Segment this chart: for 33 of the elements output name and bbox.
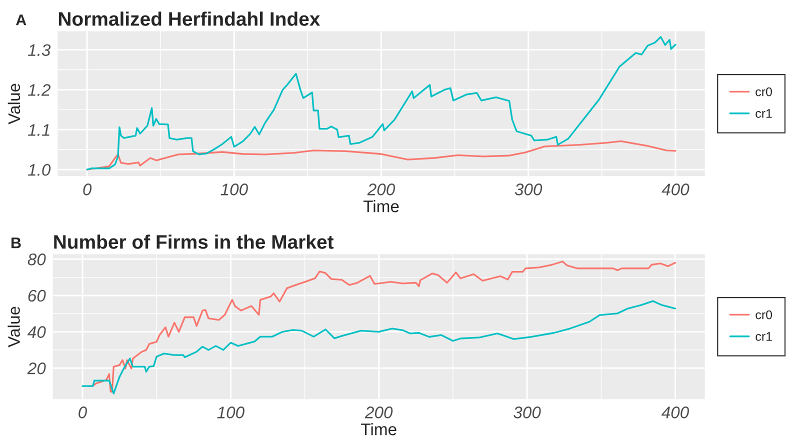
y-axis-title: Value [8, 306, 20, 348]
x-axis-title: Time [363, 200, 399, 212]
chart-title: Number of Firms in the Market [54, 234, 334, 249]
text: B [12, 238, 21, 248]
x-tick-label: 200 [364, 406, 393, 418]
text: A [16, 14, 26, 26]
legend-label: cr0 [756, 310, 772, 320]
y-tick-label: 40 [27, 326, 46, 338]
chart-title: Normalized Herfindahl Index [58, 12, 320, 26]
line-series [82, 300, 676, 394]
y-tick-label: 1.2 [28, 84, 50, 96]
x-tick-label: 0 [78, 406, 87, 418]
legend-label: cr1 [756, 109, 772, 118]
y-tick-label: 60 [28, 290, 46, 302]
y-tick-label: 1.3 [28, 44, 51, 56]
line-series [92, 260, 676, 393]
legend-label: cr1 [756, 332, 772, 341]
x-tick-label: 400 [662, 184, 690, 196]
y-tick-label: 80 [28, 254, 46, 266]
x-tick-label: 300 [514, 184, 542, 196]
x-tick-label: 100 [217, 406, 244, 418]
x-tick-label: 100 [220, 184, 248, 196]
y-axis-title: Value [8, 84, 20, 124]
y-tick-label: 1.0 [28, 164, 51, 176]
line-series [86, 36, 676, 170]
legend-label: cr0 [756, 87, 772, 96]
y-tick-label: 20 [27, 362, 46, 374]
x-tick-label: 300 [514, 406, 541, 418]
y-tick-label: 1.1 [28, 124, 50, 136]
x-tick-label: 200 [367, 184, 396, 196]
x-axis-title: Time [361, 423, 396, 436]
x-tick-label: 0 [83, 184, 92, 196]
x-tick-label: 400 [661, 406, 690, 418]
